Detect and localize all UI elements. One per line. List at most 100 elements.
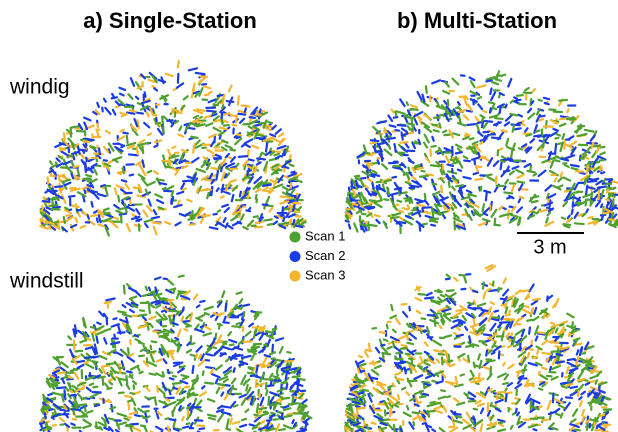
leaf-point <box>216 171 218 179</box>
leaf-point <box>114 335 115 338</box>
leaf-point <box>496 177 497 183</box>
leaf-point <box>96 331 104 334</box>
leaf-point <box>432 208 433 216</box>
leaf-point <box>219 324 220 329</box>
leaf-point <box>372 370 378 375</box>
leaf-point <box>354 424 359 426</box>
leaf-point <box>270 374 272 378</box>
leaf-point <box>464 276 466 282</box>
leaf-point <box>555 178 557 181</box>
leaf-point <box>154 171 158 173</box>
leaf-point <box>396 319 400 324</box>
leaf-point <box>552 366 560 369</box>
leaf-point <box>587 424 588 429</box>
leaf-point <box>146 387 149 391</box>
leaf-point <box>502 332 504 340</box>
leaf-point <box>240 119 244 123</box>
leaf-point <box>260 413 268 416</box>
leaf-point <box>477 85 485 87</box>
leaf-point <box>356 362 359 368</box>
leaf-point <box>425 200 428 204</box>
leaf-point <box>439 115 443 116</box>
leaf-point <box>106 131 110 133</box>
leaf-point <box>525 88 529 90</box>
leaf-point <box>388 116 392 121</box>
leaf-point <box>425 135 429 143</box>
leaf-point <box>422 95 424 102</box>
leaf-point <box>293 220 294 224</box>
leaf-point <box>496 400 503 403</box>
leaf-point <box>139 342 144 343</box>
leaf-point <box>87 185 90 186</box>
leaf-point <box>380 385 385 390</box>
leaf-point <box>129 94 133 99</box>
leaf-point <box>573 409 577 415</box>
leaf-point <box>369 377 377 379</box>
leaf-point <box>276 403 280 405</box>
leaf-point <box>555 138 558 139</box>
leaf-point <box>51 176 55 177</box>
leaf-point <box>433 192 439 195</box>
leaf-point <box>111 222 117 227</box>
leaf-point <box>272 126 276 130</box>
leaf-point <box>498 430 505 432</box>
leaf-point <box>99 215 101 222</box>
leaf-point <box>116 211 122 214</box>
leaf-point <box>464 177 471 179</box>
leaf-point <box>170 289 175 290</box>
leaf-point <box>184 161 189 162</box>
leaf-point <box>487 289 490 291</box>
leaf-point <box>601 172 604 173</box>
leaf-point <box>279 429 285 430</box>
leaf-point <box>246 145 250 147</box>
leaf-point <box>119 88 125 90</box>
leaf-point <box>211 369 213 373</box>
leaf-point <box>539 119 543 120</box>
leaf-point <box>447 165 452 166</box>
leaf-point <box>130 330 131 334</box>
leaf-point <box>263 358 267 365</box>
leaf-point <box>149 200 151 206</box>
leaf-point <box>486 351 487 356</box>
leaf-point <box>285 176 288 178</box>
leaf-point <box>483 343 487 345</box>
leaf-point <box>222 291 224 297</box>
leaf-point <box>71 161 74 167</box>
leaf-point <box>449 113 450 116</box>
leaf-point <box>228 157 232 158</box>
leaf-point <box>118 373 126 374</box>
leaf-point <box>425 352 429 354</box>
leaf-point <box>478 97 481 99</box>
leaf-point <box>181 184 184 189</box>
leaf-point <box>369 344 370 351</box>
leaf-point <box>471 81 475 87</box>
leaf-point <box>259 394 260 398</box>
leaf-point <box>256 195 257 199</box>
leaf-point <box>588 181 597 182</box>
leaf-point <box>137 147 138 154</box>
leaf-point <box>177 83 183 87</box>
leaf-point <box>387 347 391 349</box>
row-label: windstill <box>9 270 84 293</box>
leaf-point <box>91 394 98 397</box>
leaf-point <box>385 180 391 181</box>
leaf-point <box>469 401 476 402</box>
leaf-point <box>284 425 291 428</box>
leaf-point <box>575 223 584 224</box>
leaf-point <box>419 363 422 364</box>
leaf-point <box>505 180 507 184</box>
leaf-point <box>571 165 579 166</box>
leaf-point <box>197 305 199 307</box>
leaf-point <box>118 173 121 174</box>
leaf-point <box>220 135 221 138</box>
leaf-point <box>147 351 155 353</box>
leaf-point <box>560 324 563 325</box>
leaf-point <box>97 103 98 107</box>
leaf-point <box>409 161 413 163</box>
leaf-point <box>204 333 212 335</box>
leaf-point <box>400 99 404 106</box>
leaf-point <box>47 423 48 429</box>
leaf-point <box>224 317 226 322</box>
leaf-point <box>171 354 174 359</box>
leaf-point <box>99 369 102 372</box>
